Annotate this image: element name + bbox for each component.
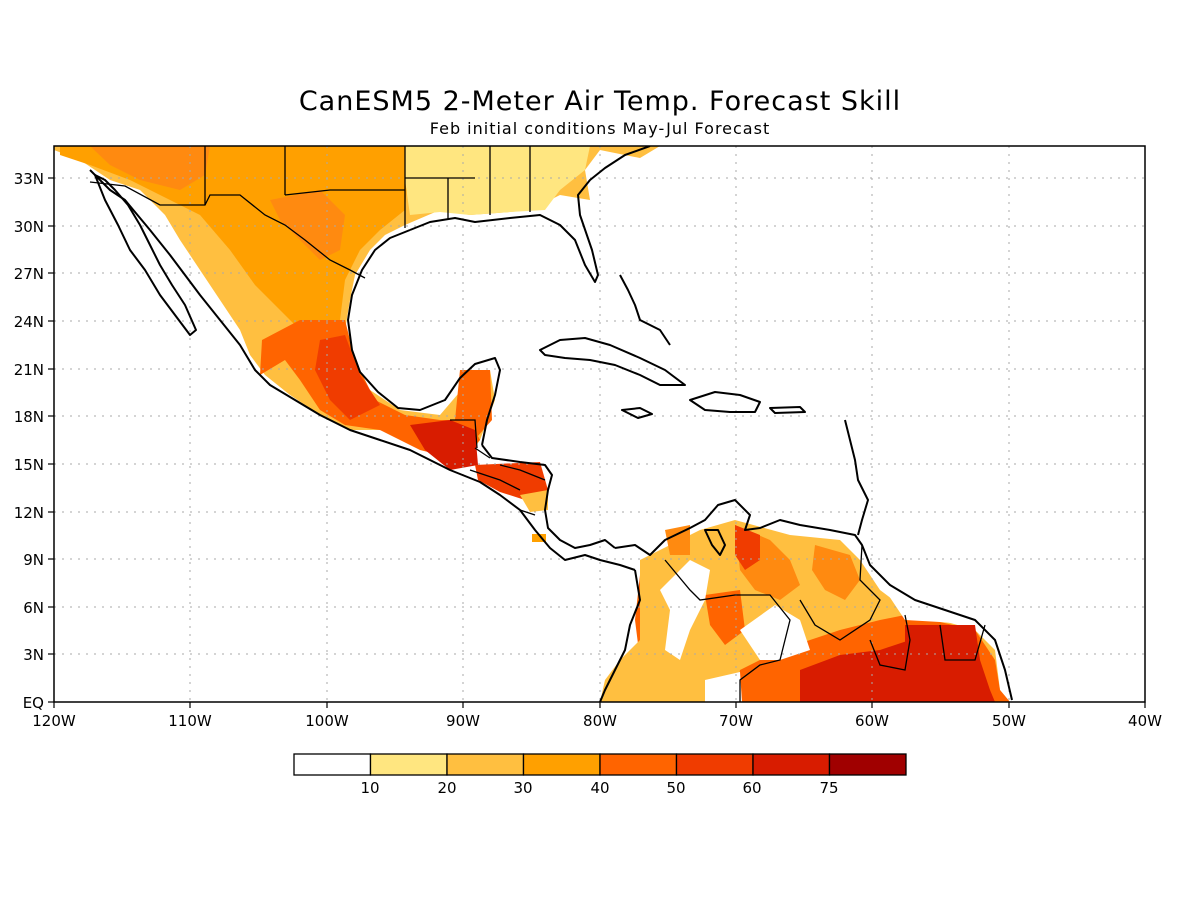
skill-gap-southwest <box>705 672 742 702</box>
skill-gap-llanos <box>740 605 810 660</box>
lon-label: 90W <box>446 712 480 730</box>
coastline-caribbean-central <box>481 444 616 549</box>
map-title: CanESM5 2-Meter Air Temp. Forecast Skill <box>298 86 902 117</box>
skill-region-honduras-edge <box>520 490 548 512</box>
skill-region-orinoco <box>705 590 745 645</box>
colorbar-swatch <box>599 753 678 776</box>
coastline-south-america-north <box>614 499 1013 701</box>
border-central-america <box>450 419 546 516</box>
colorbar-swatch <box>446 753 525 776</box>
skill-region-southeast-us <box>405 146 590 215</box>
skill-gap-colombia <box>660 560 710 660</box>
colorbar <box>293 753 907 776</box>
colorbar-label: 75 <box>819 779 838 797</box>
lon-label: 70W <box>719 712 753 730</box>
colorbar-swatch <box>828 753 907 776</box>
skill-region-caribbean-coast <box>665 525 690 555</box>
colorbar-label: 40 <box>590 779 609 797</box>
colorbar-swatch <box>675 753 754 776</box>
lon-label: 40W <box>1128 712 1162 730</box>
lat-label: 33N <box>14 170 44 188</box>
skill-region-northmexico <box>90 146 210 190</box>
lat-label: 27N <box>14 265 44 283</box>
lon-label: 80W <box>583 712 617 730</box>
border-us-mexico <box>89 181 366 279</box>
coastline-lesser-antilles <box>844 419 869 536</box>
colorbar-swatch <box>293 753 372 776</box>
coastline-puerto-rico <box>769 406 806 414</box>
lat-label: 6N <box>23 599 44 617</box>
skill-gap-guiana-coast <box>885 590 975 625</box>
coastline-gulf <box>409 146 651 283</box>
lat-label: 12N <box>14 504 44 522</box>
colorbar-label: 10 <box>360 779 379 797</box>
coastline-bahamas <box>619 274 671 346</box>
colorbar-swatch <box>369 753 448 776</box>
coastline-cuba <box>539 337 686 386</box>
skill-region-guatemala <box>410 420 478 470</box>
coastline-lake-maracaibo <box>704 529 726 556</box>
lon-label: 50W <box>992 712 1026 730</box>
skill-region-venezuela-core <box>735 525 760 570</box>
colorbar-labels: 10 20 30 40 50 60 75 <box>360 779 838 797</box>
skill-shading <box>54 146 1010 702</box>
border-us-states <box>204 146 531 228</box>
colorbar-label: 60 <box>742 779 761 797</box>
coastline-jamaica <box>621 407 653 419</box>
lat-label: 18N <box>14 408 44 426</box>
political-borders <box>89 146 986 702</box>
colorbar-swatch <box>752 753 831 776</box>
coastline-south-america-pacific <box>599 569 641 702</box>
coastline-pacific-mexico <box>89 169 636 571</box>
coastlines <box>89 146 1013 702</box>
coastline-baja <box>94 174 197 336</box>
lat-label: 9N <box>23 551 44 569</box>
coastline-mexico-gulf <box>347 229 501 446</box>
longitude-labels: 120W 110W 100W 90W 80W 70W 60W 50W 40W <box>32 712 1162 730</box>
skill-region-honduras <box>475 462 548 500</box>
border-south-america <box>664 544 986 702</box>
lat-label: 15N <box>14 456 44 474</box>
colorbar-label: 50 <box>666 779 685 797</box>
colorbar-swatch <box>522 753 601 776</box>
skill-region-mexico <box>54 146 660 460</box>
map-subtitle: Feb initial conditions May-Jul Forecast <box>429 119 771 138</box>
skill-region-veracruz-core <box>315 335 380 420</box>
lon-label: 110W <box>168 712 212 730</box>
lat-label: EQ <box>23 694 44 712</box>
lat-label: 3N <box>23 646 44 664</box>
skill-region-texas <box>270 190 345 260</box>
colorbar-label: 30 <box>513 779 532 797</box>
lon-label: 60W <box>855 712 889 730</box>
axis-ticks <box>48 177 1146 708</box>
lon-label: 120W <box>32 712 76 730</box>
lat-label: 30N <box>14 218 44 236</box>
coastline-hispaniola <box>689 391 761 413</box>
colorbar-label: 20 <box>437 779 456 797</box>
lat-label: 21N <box>14 361 44 379</box>
lon-label: 100W <box>305 712 349 730</box>
lat-label: 24N <box>14 313 44 331</box>
latitude-labels: 33N 30N 27N 24N 21N 18N 15N 12N 9N 6N 3N… <box>14 170 44 712</box>
